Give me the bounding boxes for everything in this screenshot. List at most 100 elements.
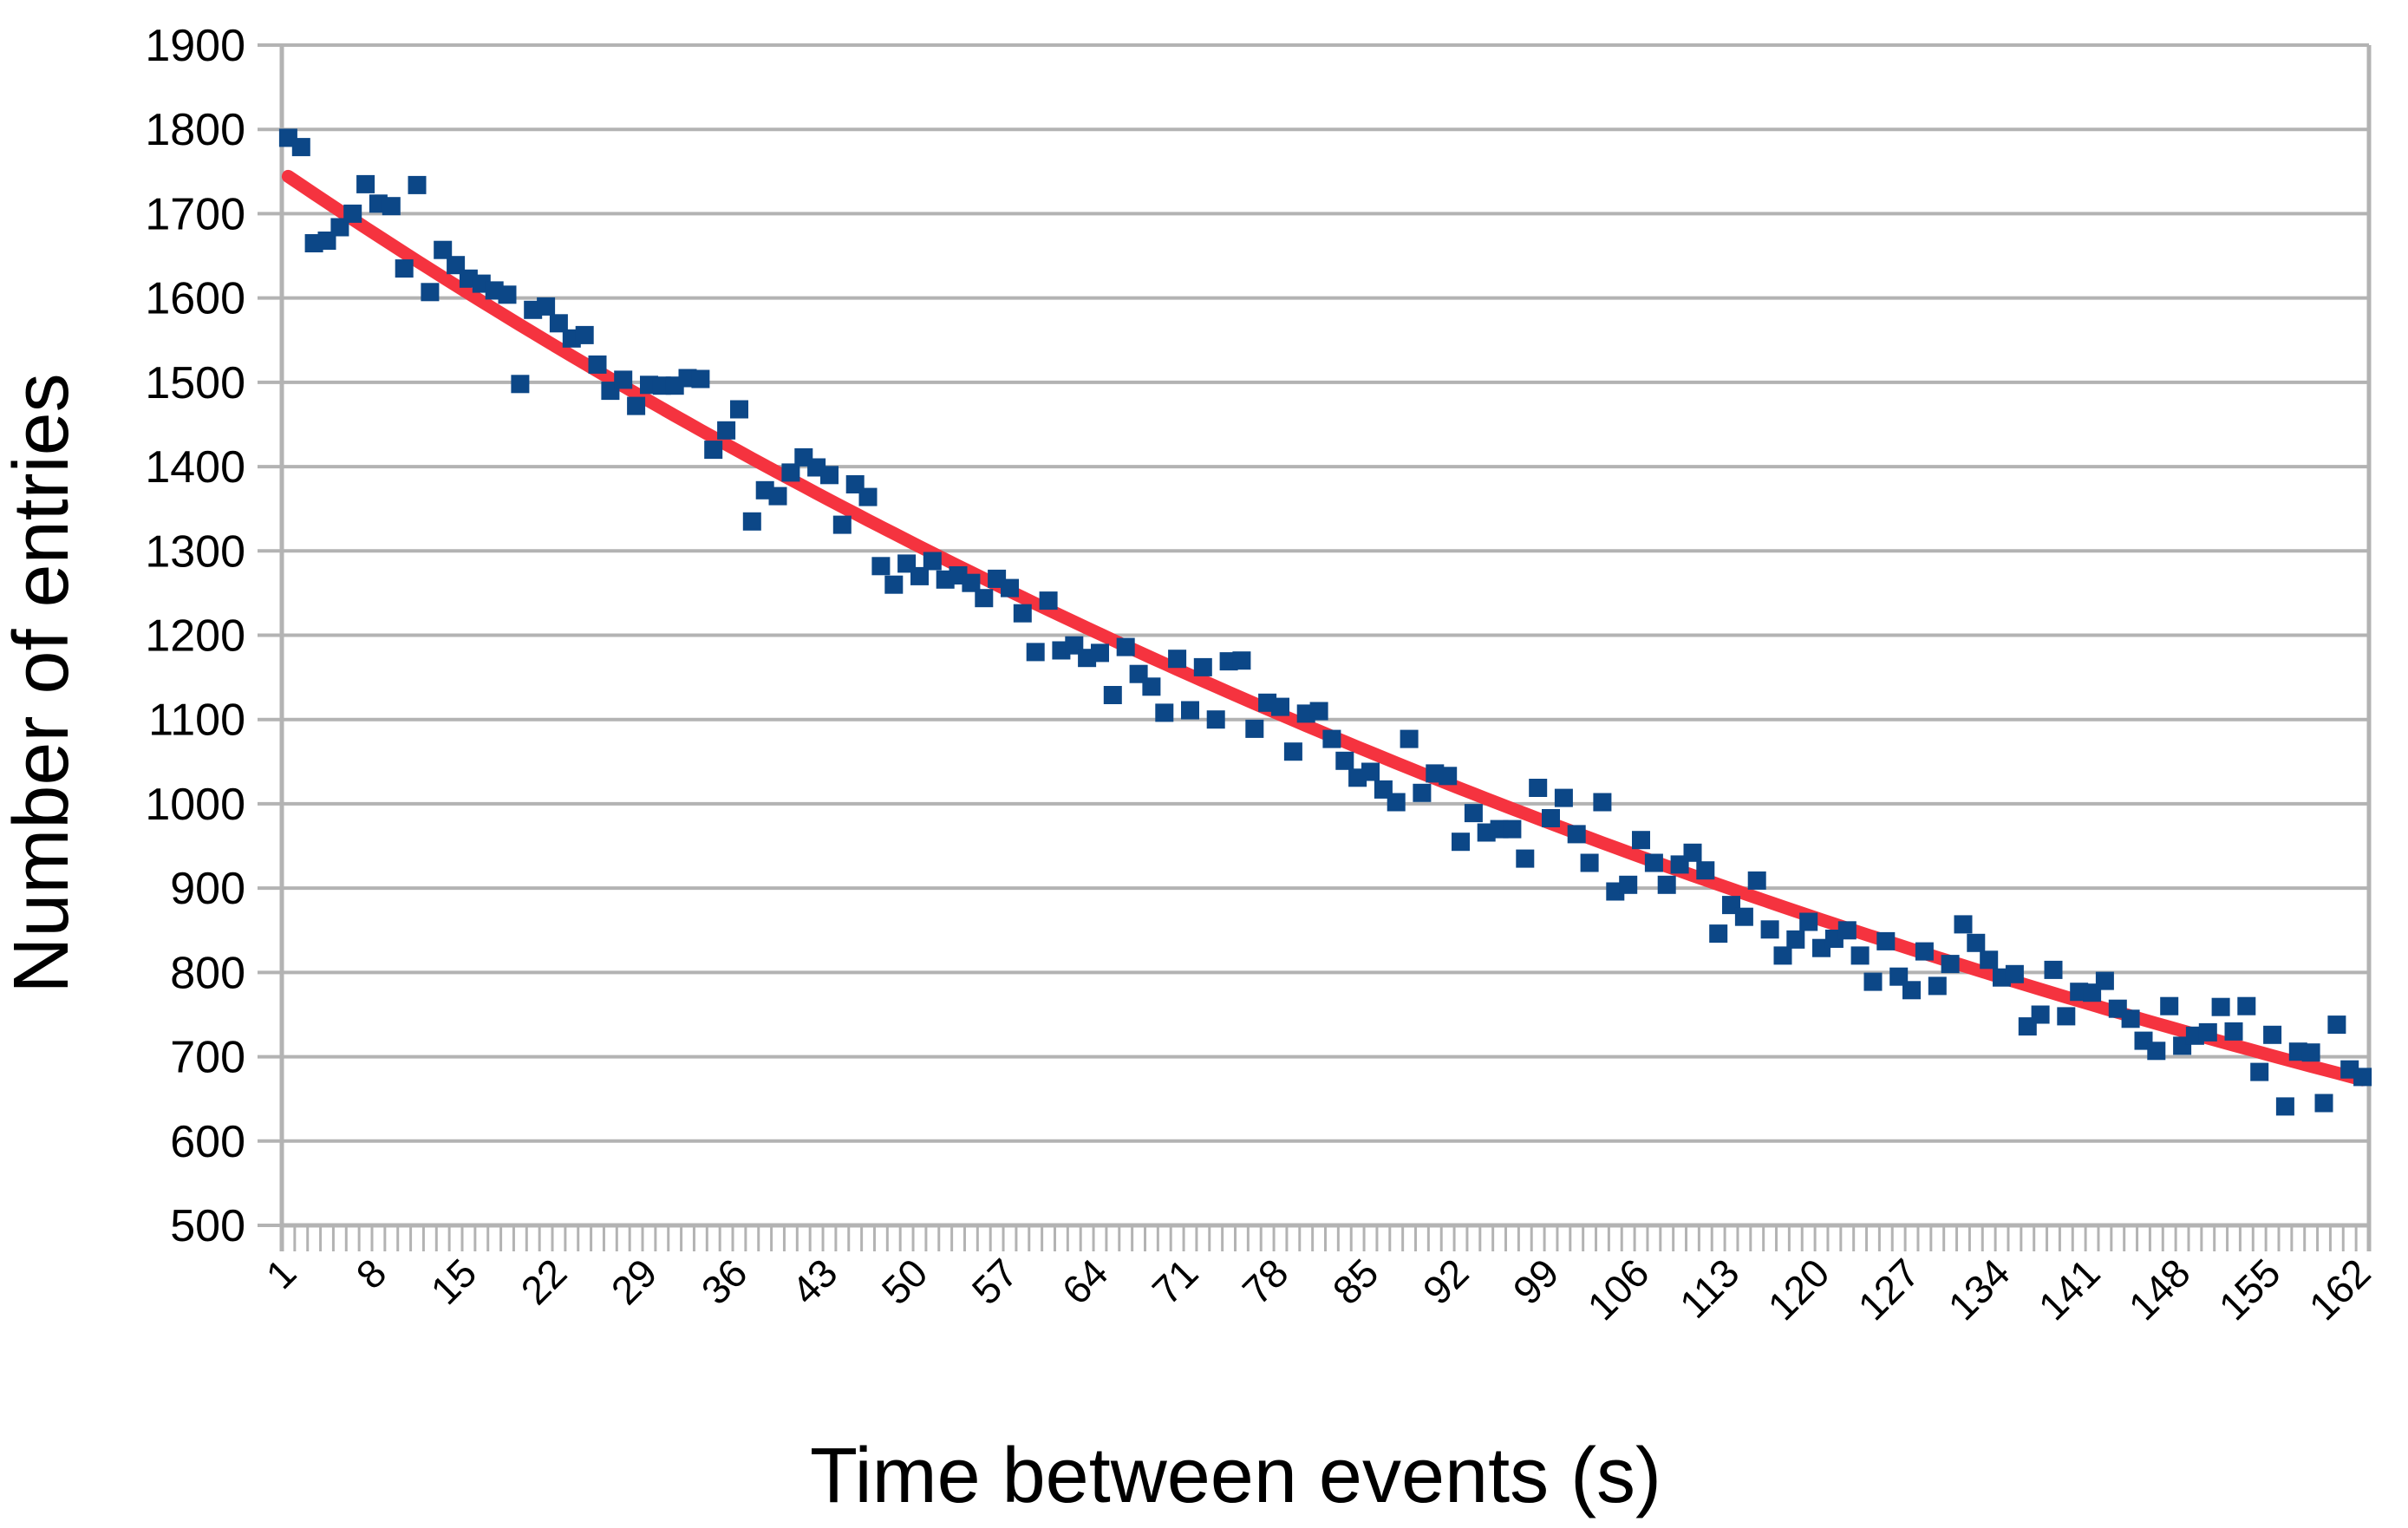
scatter-point	[1387, 793, 1406, 812]
scatter-point	[1696, 861, 1715, 880]
scatter-point	[1142, 677, 1161, 696]
scatter-point	[1413, 783, 1432, 802]
scatter-point	[820, 466, 839, 485]
x-tick-label: 127	[1850, 1250, 1928, 1329]
scatter-point	[575, 325, 594, 344]
scatter-point	[434, 240, 453, 259]
x-tick-label: 36	[693, 1250, 756, 1313]
scatter-point	[1168, 650, 1187, 669]
scatter-point	[1837, 921, 1857, 940]
scatter-point	[408, 175, 427, 194]
scatter-point	[1439, 767, 1458, 786]
scatter-point	[768, 486, 787, 506]
x-tick-label: 134	[1940, 1250, 2019, 1329]
x-tick-label: 85	[1324, 1250, 1387, 1313]
scatter-point	[1400, 729, 1419, 748]
scatter-point	[704, 441, 723, 460]
scatter-point	[1786, 930, 1805, 949]
scatter-point	[1361, 762, 1380, 781]
x-tick-label: 162	[2300, 1250, 2379, 1329]
x-tick-label: 113	[1671, 1250, 1748, 1327]
y-tick-label: 1800	[145, 105, 245, 155]
scatter-point	[2211, 997, 2230, 1016]
scatter-point	[1632, 831, 1650, 850]
scatter-point	[717, 421, 736, 440]
scatter-point	[1116, 637, 1135, 656]
scatter-point	[1580, 853, 1599, 872]
scatter-point	[691, 369, 710, 389]
scatter-point	[742, 512, 761, 531]
scatter-point	[537, 297, 556, 316]
scatter-point	[1001, 578, 1019, 597]
scatter-point	[1245, 719, 1264, 738]
scatter-point	[2057, 1007, 2076, 1026]
y-tick-label: 800	[170, 948, 245, 998]
scatter-point	[871, 557, 891, 576]
x-tick-label: 71	[1144, 1250, 1207, 1313]
scatter-point	[1747, 871, 1766, 890]
scatter-point	[1181, 701, 1199, 720]
scatter-point	[1283, 742, 1302, 761]
scatter-point	[1954, 915, 1973, 934]
scatter-point	[1026, 643, 1045, 662]
y-axis-tick-labels: 500 600 700 800 900 1000 1100 1200 1300 1400 1500 1…	[145, 21, 245, 1251]
scatter-point	[1516, 849, 1535, 868]
scatter-point	[781, 463, 800, 482]
scatter-point	[1902, 981, 1921, 1000]
y-tick-label: 700	[170, 1033, 245, 1083]
scatter-point	[2250, 1062, 2269, 1081]
scatter-point	[549, 314, 568, 333]
scatter-point	[1554, 788, 1573, 807]
scatter-point	[1915, 942, 1934, 961]
scatter-point	[962, 573, 981, 592]
x-tick-label: 78	[1234, 1250, 1297, 1313]
scatter-point	[1760, 920, 1779, 939]
scatter-point	[1464, 804, 1483, 823]
scatter-point	[1683, 843, 1702, 862]
scatter-point	[1193, 657, 1212, 676]
x-tick-label: 148	[2120, 1250, 2199, 1329]
x-tick-label: 141	[2030, 1250, 2109, 1329]
scatter-point	[291, 138, 310, 157]
scatter-point	[884, 575, 904, 594]
scatter-point	[356, 174, 375, 193]
x-tick-label: 1	[258, 1250, 305, 1297]
scatter-point	[2353, 1068, 2372, 1087]
scatter-point	[2044, 960, 2063, 979]
scatter-point	[1309, 702, 1328, 721]
scatter-point	[1542, 809, 1560, 827]
x-axis-title: Time between events (s)	[810, 1433, 1661, 1519]
scatter-point	[1206, 710, 1225, 729]
scatter-point	[1928, 976, 1947, 996]
y-axis-title: Number of entries	[0, 373, 85, 993]
scatter-point	[1863, 972, 1883, 991]
scatter-point	[910, 566, 929, 585]
scatter-point	[1644, 853, 1663, 872]
y-tick-label: 1500	[145, 358, 245, 408]
scatter-point	[1091, 643, 1109, 663]
exponential-fit-line	[281, 169, 2370, 1087]
scatter-point	[2301, 1043, 2320, 1062]
x-tick-label: 29	[603, 1250, 666, 1313]
scatter-point	[1709, 924, 1728, 944]
y-tick-label: 900	[170, 864, 245, 914]
scatter-point	[1103, 686, 1122, 704]
y-tick-label: 1700	[145, 189, 245, 239]
x-tick-label: 92	[1414, 1250, 1478, 1313]
scatter-point	[1013, 604, 1032, 623]
plot-frame	[279, 45, 2372, 1251]
scatter-point	[1941, 955, 1960, 974]
scatter-point	[1876, 931, 1896, 950]
scatter-point	[832, 515, 852, 534]
scatter-point	[511, 375, 530, 394]
scatter-point	[2327, 1015, 2346, 1035]
scatter-point	[382, 197, 401, 216]
scatter-point	[858, 487, 878, 506]
x-tick-label: 99	[1504, 1250, 1568, 1313]
scatter-point	[2224, 1022, 2243, 1041]
scatter-point	[1567, 825, 1586, 844]
y-tick-label: 1300	[145, 526, 245, 577]
scatter-point	[2031, 1005, 2050, 1024]
